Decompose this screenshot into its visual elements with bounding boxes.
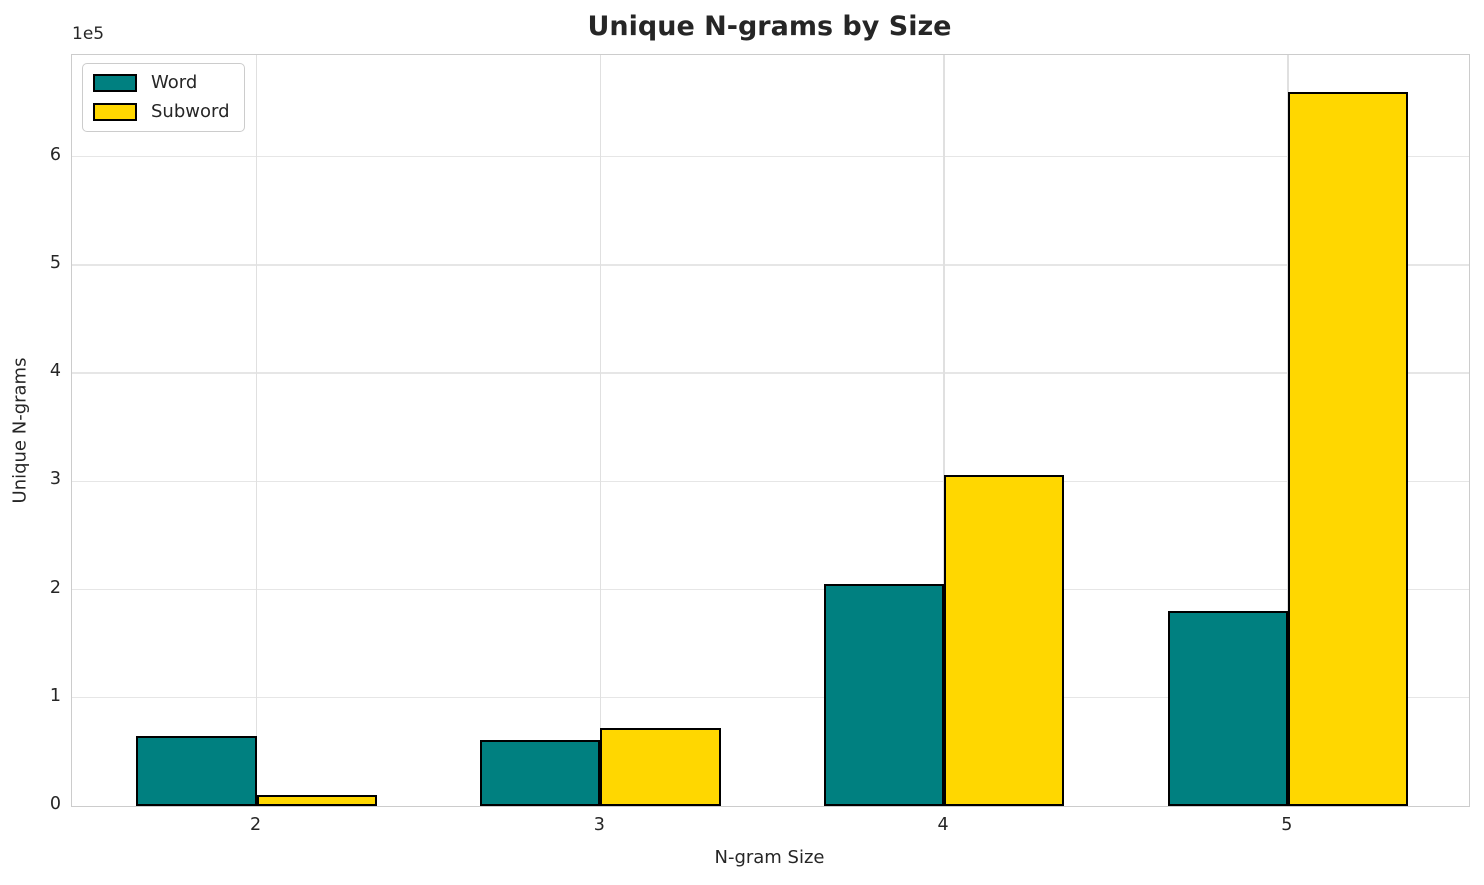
word-series-swatch bbox=[93, 73, 137, 92]
y-tick-2: 2 bbox=[49, 577, 61, 598]
subword-series-swatch bbox=[93, 102, 137, 121]
gridline-horizontal bbox=[72, 264, 1469, 266]
bar-subword-2 bbox=[256, 795, 377, 806]
legend-label-word: Word bbox=[151, 72, 198, 93]
gridline-horizontal bbox=[72, 480, 1469, 483]
gridline-horizontal bbox=[72, 372, 1469, 374]
plot-area: Word Subword bbox=[71, 54, 1470, 807]
gridline-vertical bbox=[943, 55, 945, 806]
y-tick-3: 3 bbox=[49, 469, 61, 490]
gridline-vertical bbox=[255, 55, 258, 806]
bar-subword-5 bbox=[1287, 91, 1409, 806]
legend-item-word: Word bbox=[93, 73, 230, 93]
bar-word-4 bbox=[823, 584, 945, 806]
x-tick-2: 2 bbox=[250, 815, 262, 835]
gridline-horizontal bbox=[72, 697, 1469, 699]
x-tick-4: 4 bbox=[937, 815, 949, 835]
y-axis-offset-label: 1e5 bbox=[72, 24, 105, 44]
legend: Word Subword bbox=[82, 63, 245, 132]
gridline-vertical bbox=[1287, 55, 1289, 806]
bar-word-5 bbox=[1167, 611, 1288, 806]
gridline-horizontal bbox=[72, 588, 1469, 591]
chart-title: Unique N-grams by Size bbox=[587, 11, 952, 42]
y-tick-5: 5 bbox=[49, 252, 61, 273]
bar-word-3 bbox=[480, 740, 601, 806]
legend-label-subword: Subword bbox=[151, 100, 230, 122]
y-axis-label: Unique N-grams bbox=[9, 357, 31, 504]
gridline-horizontal bbox=[72, 156, 1469, 158]
legend-item-subword: Subword bbox=[93, 100, 230, 122]
x-tick-5: 5 bbox=[1281, 815, 1293, 835]
y-tick-0: 0 bbox=[49, 794, 61, 814]
y-tick-1: 1 bbox=[49, 685, 61, 706]
bar-subword-4 bbox=[944, 474, 1065, 806]
gridline-vertical bbox=[599, 55, 602, 806]
y-tick-6: 6 bbox=[49, 144, 61, 165]
x-axis-label: N-gram Size bbox=[714, 847, 825, 868]
y-tick-4: 4 bbox=[49, 361, 61, 382]
bar-subword-3 bbox=[600, 728, 721, 806]
x-tick-3: 3 bbox=[593, 815, 605, 835]
bar-word-2 bbox=[136, 735, 257, 806]
